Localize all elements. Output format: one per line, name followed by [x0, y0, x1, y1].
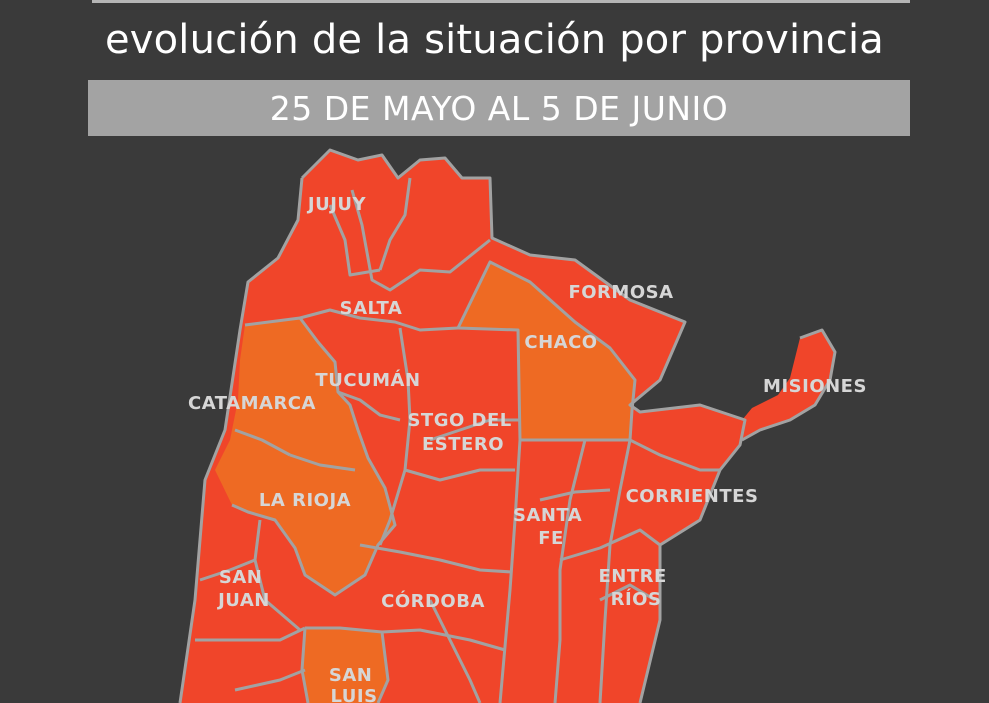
page-title: evolución de la situación por provincia	[104, 17, 885, 63]
label-san-luis: SAN LUIS	[329, 665, 379, 703]
date-banner: 25 DE MAYO AL 5 DE JUNIO	[88, 80, 910, 136]
region-misiones	[738, 330, 835, 440]
label-chaco: CHACO	[524, 332, 597, 353]
region-san-luis	[302, 628, 388, 703]
label-jujuy: JUJUY	[306, 194, 367, 215]
label-san-juan: SAN JUAN	[216, 567, 270, 611]
top-divider	[92, 0, 910, 3]
label-entre-rios: ENTRE RÍOS	[598, 566, 673, 610]
region-chaco	[458, 262, 635, 440]
label-catamarca: CATAMARCA	[188, 393, 316, 414]
label-salta: SALTA	[340, 298, 403, 319]
region-catamarca-la-rioja	[215, 318, 395, 595]
label-misiones: MISIONES	[763, 376, 867, 397]
label-formosa: FORMOSA	[568, 282, 673, 303]
label-tucuman: TUCUMÁN	[315, 369, 420, 391]
label-stgo-del-estero: STGO DEL ESTERO	[407, 410, 518, 455]
province-labels: JUJUY SALTA FORMOSA CHACO TUCUMÁN CATAMA…	[188, 194, 867, 703]
province-borders	[178, 148, 837, 703]
label-corrientes: CORRIENTES	[626, 486, 759, 507]
label-la-rioja: LA RIOJA	[259, 490, 351, 511]
label-cordoba: CÓRDOBA	[381, 590, 485, 612]
date-range-label: 25 DE MAYO AL 5 DE JUNIO	[269, 88, 729, 128]
label-santa-fe: SANTA FE	[513, 505, 589, 549]
